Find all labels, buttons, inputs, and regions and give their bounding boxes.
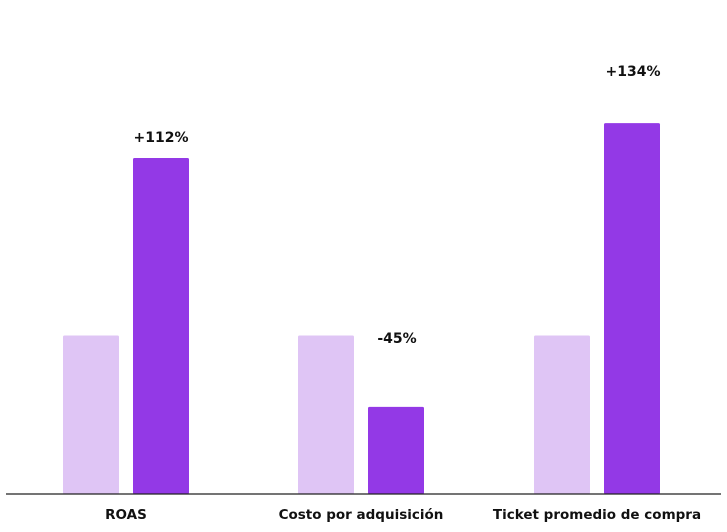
x-tick-label-roas: ROAS	[105, 507, 147, 523]
bar-roas-despues	[133, 157, 189, 494]
bar-ticket-promedio-antes	[534, 335, 590, 494]
x-tick-label-ticket-promedio: Ticket promedio de compra	[493, 507, 701, 523]
data-label-costo-por-adquisicion: -45%	[377, 331, 416, 347]
bar-ticket-promedio-despues	[604, 123, 660, 495]
data-label-roas: +112%	[134, 130, 189, 146]
bar-roas-antes	[63, 335, 119, 494]
x-tick-label-costo-por-adquisicion: Costo por adquisición	[279, 507, 444, 523]
bar-costo-por-adquisicion-despues	[368, 406, 424, 494]
bars-group	[63, 123, 660, 495]
bar-costo-por-adquisicion-antes	[298, 335, 354, 494]
data-label-ticket-promedio: +134%	[606, 64, 661, 80]
